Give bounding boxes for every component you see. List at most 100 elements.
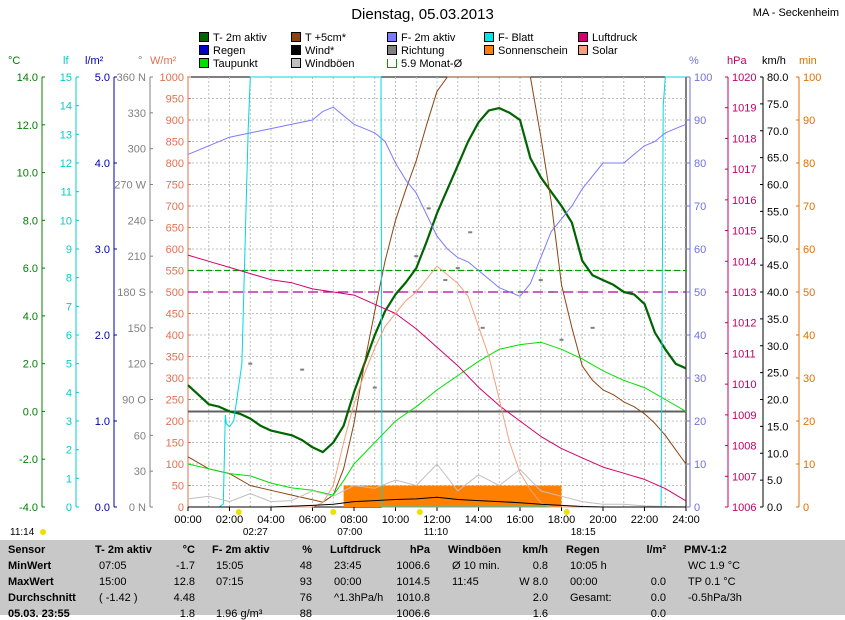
direction-dot bbox=[300, 368, 305, 371]
pct-tick-label: 0 bbox=[694, 502, 700, 514]
pct-tick-label: 30 bbox=[694, 373, 706, 385]
direction-dot bbox=[538, 279, 543, 282]
summary-cell-value: 0.0 bbox=[650, 576, 666, 588]
x-tick-label: 20:00 bbox=[589, 514, 617, 526]
series-line bbox=[187, 463, 687, 508]
hpa-tick-label: 1007 bbox=[732, 471, 756, 483]
lm2-tick-label: 5.0 bbox=[95, 72, 110, 84]
lf-tick-label: 5 bbox=[66, 359, 72, 371]
x-tick-label: 10:00 bbox=[382, 514, 410, 526]
kmh-tick-label: 80.0 bbox=[767, 72, 788, 84]
lf-tick-label: 11 bbox=[61, 187, 72, 199]
legend-item: T +5cm* bbox=[291, 32, 346, 44]
hpa-tick-label: 1020 bbox=[732, 72, 756, 84]
summary-cell-note: 00:00 bbox=[334, 576, 362, 588]
summary-col-unit: hPa bbox=[409, 544, 430, 556]
kmh-tick-label: 35.0 bbox=[767, 314, 788, 326]
wm2-tick-label: 1000 bbox=[160, 72, 184, 84]
pct-tick-label: 20 bbox=[694, 416, 706, 428]
summary-cell-value: 0.0 bbox=[650, 608, 666, 620]
summary-panel: Sensor MinWert MaxWert Durchschnitt 05.03. 2… bbox=[0, 540, 845, 620]
direction-dot bbox=[590, 326, 595, 329]
legend-item: Solar bbox=[578, 45, 618, 57]
summary-cell-note: 07:05 bbox=[99, 560, 127, 572]
direction-axis-header: ° bbox=[138, 55, 143, 67]
lf-tick-label: 2 bbox=[66, 445, 72, 457]
celsius-tick-label: 6.0 bbox=[23, 263, 38, 275]
min-tick-label: 60 bbox=[803, 244, 815, 256]
summary-cell-note: Ø 10 min. bbox=[452, 560, 500, 572]
summary-cell-value: 1010.8 bbox=[396, 592, 430, 604]
summary-col-header: PMV-1:2 bbox=[684, 544, 727, 556]
summary-col-unit: % bbox=[302, 544, 312, 556]
direction-tick-label: 240 bbox=[128, 215, 146, 227]
legend-label: T +5cm* bbox=[305, 32, 347, 44]
wm2-tick-label: 500 bbox=[166, 287, 184, 299]
celsius-tick-label: 8.0 bbox=[23, 215, 38, 227]
lf-tick-label: 6 bbox=[66, 330, 72, 342]
x-tick-label: 24:00 bbox=[672, 514, 700, 526]
hpa-tick-label: 1014 bbox=[732, 256, 756, 268]
legend-label: T- 2m aktiv bbox=[213, 32, 267, 44]
pct-tick-label: 80 bbox=[694, 158, 706, 170]
hpa-tick-label: 1012 bbox=[732, 318, 756, 330]
lf-tick-label: 4 bbox=[66, 387, 72, 399]
hpa-tick-label: 1018 bbox=[732, 133, 756, 145]
summary-cell-value: 0.8 bbox=[532, 560, 548, 572]
legend-item: Wind* bbox=[291, 45, 334, 57]
summary-col-unit: km/h bbox=[522, 544, 548, 556]
legend-swatch bbox=[291, 58, 301, 68]
kmh-tick-label: 10.0 bbox=[767, 448, 788, 460]
direction-dot bbox=[480, 326, 485, 329]
summary-cell-note: 00:00 bbox=[570, 576, 598, 588]
direction-dot bbox=[468, 231, 473, 234]
kmh-tick-label: 5.0 bbox=[767, 475, 782, 487]
celsius-tick-label: 14.0 bbox=[17, 72, 38, 84]
min-axis-header: min bbox=[799, 55, 817, 67]
summary-cell-value: 88 bbox=[299, 608, 312, 620]
lf-tick-label: 14 bbox=[60, 101, 72, 113]
series-line bbox=[187, 106, 687, 454]
wm2-tick-label: 550 bbox=[166, 266, 184, 278]
legend-item: Luftdruck bbox=[578, 32, 637, 44]
wm2-tick-label: 850 bbox=[166, 137, 184, 149]
kmh-tick-label: 55.0 bbox=[767, 206, 788, 218]
sun-marker-label: 18:15 bbox=[571, 527, 596, 538]
summary-cell-note: Gesamt: bbox=[570, 592, 612, 604]
wm2-tick-label: 800 bbox=[166, 158, 184, 170]
lf-tick-label: 1 bbox=[66, 473, 72, 485]
celsius-tick-label: 12.0 bbox=[17, 120, 38, 132]
summary-cell-value: W 8.0 bbox=[519, 576, 548, 588]
lm2-tick-label: 3.0 bbox=[95, 244, 110, 256]
sun-marker-label: 11:10 bbox=[424, 527, 449, 538]
x-tick-label: 16:00 bbox=[506, 514, 534, 526]
celsius-tick-label: -2.0 bbox=[19, 454, 38, 466]
wm2-tick-label: 750 bbox=[166, 180, 184, 192]
kmh-axis-header: km/h bbox=[762, 55, 786, 67]
min-tick-label: 0 bbox=[803, 502, 809, 514]
legend-item: F- 2m aktiv bbox=[387, 32, 455, 44]
pct-tick-label: 100 bbox=[694, 72, 712, 84]
lm2-tick-label: 1.0 bbox=[95, 416, 110, 428]
hpa-tick-label: 1019 bbox=[732, 103, 756, 115]
series-line bbox=[187, 254, 687, 502]
summary-cell-note: 10:05 h bbox=[570, 560, 607, 572]
wm2-tick-label: 200 bbox=[166, 416, 184, 428]
series-line bbox=[188, 496, 686, 508]
direction-tick-label: 30 bbox=[134, 466, 146, 478]
summary-col-unit: l/m² bbox=[646, 544, 666, 556]
min-tick-label: 50 bbox=[803, 287, 815, 299]
lf-axis-header: lf bbox=[63, 55, 69, 67]
legend-swatch bbox=[199, 32, 209, 42]
summary-cell-value: 0.0 bbox=[650, 592, 666, 604]
series-line bbox=[187, 106, 687, 297]
legend-item: Regen bbox=[199, 45, 245, 57]
hpa-tick-label: 1009 bbox=[732, 410, 756, 422]
legend-swatch bbox=[484, 45, 494, 55]
sun-marker bbox=[235, 509, 242, 515]
pct-axis-header: % bbox=[689, 55, 699, 67]
kmh-tick-label: 60.0 bbox=[767, 180, 788, 192]
legend-swatch bbox=[199, 58, 209, 68]
legend-item: Windböen bbox=[291, 58, 355, 70]
legend-swatch bbox=[578, 32, 588, 42]
